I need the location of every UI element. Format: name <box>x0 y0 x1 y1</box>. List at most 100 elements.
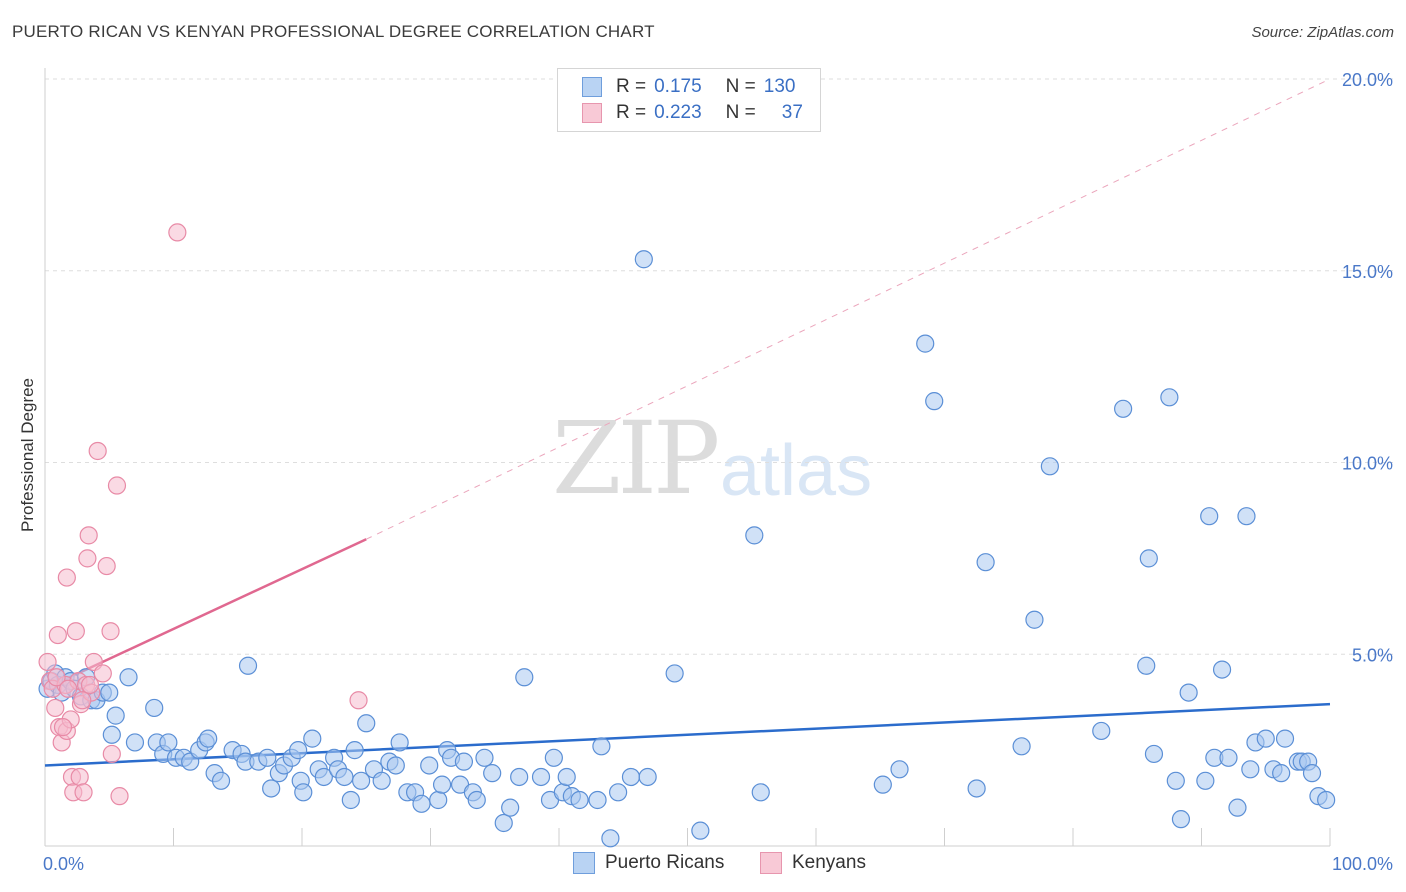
data-point-puerto-ricans <box>621 767 641 787</box>
data-point-puerto-ricans <box>1092 721 1111 741</box>
data-point-puerto-ricans <box>570 790 589 810</box>
data-point-kenyans <box>107 476 127 495</box>
y-tick-label: 10.0% <box>1342 454 1393 474</box>
data-point-puerto-ricans <box>1114 399 1133 418</box>
data-point-puerto-ricans <box>601 829 620 848</box>
data-point-puerto-ricans <box>432 775 452 794</box>
data-point-kenyans <box>102 744 121 764</box>
axes <box>44 68 1331 847</box>
data-point-kenyans <box>78 549 97 568</box>
data-point-puerto-ricans <box>1228 798 1247 817</box>
data-point-puerto-ricans <box>258 748 277 767</box>
data-point-puerto-ricans <box>634 250 653 269</box>
data-point-puerto-ricans <box>454 752 474 771</box>
data-point-kenyans <box>48 625 67 645</box>
data-point-puerto-ricans <box>1256 729 1275 748</box>
data-point-puerto-ricans <box>125 733 145 752</box>
data-point-puerto-ricans <box>106 706 125 725</box>
trend-line-kenyans-extended <box>366 78 1331 540</box>
legend-item-kenyans[interactable]: Kenyans <box>760 852 866 874</box>
data-point-puerto-ricans <box>335 767 354 787</box>
legend-n-label: N = <box>725 102 756 123</box>
legend-swatch-blue <box>582 77 602 97</box>
data-point-puerto-ricans <box>1025 610 1044 629</box>
data-point-puerto-ricans <box>665 664 684 683</box>
data-point-puerto-ricans <box>1179 683 1198 702</box>
data-point-puerto-ricans <box>1241 760 1260 779</box>
data-point-puerto-ricans <box>429 790 448 810</box>
trend-lines <box>44 78 1331 767</box>
data-point-puerto-ricans <box>386 756 405 775</box>
data-point-puerto-ricans <box>1200 507 1219 526</box>
legend-row-kenyans: R = 0.223 N = 37 <box>582 101 803 125</box>
legend-swatch-pink <box>760 852 782 874</box>
data-point-puerto-ricans <box>314 767 333 787</box>
data-point-puerto-ricans <box>345 741 364 760</box>
data-point-puerto-ricans <box>352 771 371 790</box>
legend-r-value: 0.175 <box>654 76 702 97</box>
data-point-puerto-ricans <box>390 733 409 752</box>
data-point-puerto-ricans <box>467 790 486 810</box>
data-point-puerto-ricans <box>531 767 551 787</box>
data-point-kenyans <box>101 622 120 641</box>
data-point-puerto-ricans <box>1237 507 1256 526</box>
data-point-puerto-ricans <box>372 771 391 790</box>
data-point-kenyans <box>73 691 92 710</box>
data-point-puerto-ricans <box>119 668 138 687</box>
y-tick-label: 5.0% <box>1352 645 1393 665</box>
data-point-kenyans <box>79 526 98 545</box>
data-point-puerto-ricans <box>1317 790 1336 810</box>
data-point-puerto-ricans <box>873 775 892 794</box>
data-point-kenyans <box>38 652 57 672</box>
data-point-puerto-ricans <box>211 771 231 790</box>
data-point-kenyans <box>66 622 85 641</box>
grid-lines <box>45 78 1395 655</box>
data-point-puerto-ricans <box>1160 388 1179 407</box>
data-point-kenyans <box>93 664 112 683</box>
legend-label-puerto-ricans: Puerto Ricans <box>605 852 725 873</box>
data-point-puerto-ricans <box>925 392 944 411</box>
data-point-puerto-ricans <box>1012 737 1031 756</box>
data-point-puerto-ricans <box>691 821 710 840</box>
data-point-puerto-ricans <box>967 779 986 798</box>
data-point-puerto-ricans <box>1137 656 1156 675</box>
data-point-kenyans <box>46 698 65 718</box>
data-point-kenyans <box>74 783 93 802</box>
chart-title: PUERTO RICAN VS KENYAN PROFESSIONAL DEGR… <box>12 22 655 41</box>
data-point-kenyans <box>88 441 107 461</box>
data-point-kenyans <box>349 691 368 710</box>
data-point-kenyans <box>80 675 100 695</box>
data-point-puerto-ricans <box>1272 764 1291 783</box>
legend-r-value: 0.223 <box>654 102 702 123</box>
data-point-puerto-ricans <box>1302 764 1322 783</box>
data-point-kenyans <box>57 568 76 587</box>
legend-label-kenyans: Kenyans <box>792 852 866 873</box>
legend-item-puerto-ricans[interactable]: Puerto Ricans <box>573 852 724 874</box>
data-point-puerto-ricans <box>1139 549 1158 568</box>
data-point-puerto-ricans <box>341 790 360 810</box>
data-point-puerto-ricans <box>199 729 218 748</box>
data-point-puerto-ricans <box>357 714 376 733</box>
data-point-kenyans <box>70 767 89 787</box>
data-point-puerto-ricans <box>588 790 607 810</box>
data-point-puerto-ricans <box>916 334 935 353</box>
legend-n-value: 130 <box>763 76 796 97</box>
watermark-atlas: atlas <box>720 431 873 511</box>
data-point-puerto-ricans <box>557 767 576 787</box>
data-point-puerto-ricans <box>262 779 281 798</box>
data-point-kenyans <box>59 679 78 698</box>
data-point-puerto-ricans <box>102 725 121 744</box>
data-point-puerto-ricans <box>1166 771 1185 790</box>
data-point-puerto-ricans <box>145 698 164 718</box>
series-legend: Puerto Ricans Kenyans <box>0 852 1406 878</box>
data-point-puerto-ricans <box>1275 729 1295 748</box>
data-point-kenyans <box>110 787 129 806</box>
data-point-puerto-ricans <box>294 783 313 802</box>
data-point-puerto-ricans <box>303 729 322 748</box>
data-point-kenyans <box>47 668 66 687</box>
data-point-kenyans <box>97 556 116 576</box>
data-point-puerto-ricans <box>1040 457 1059 476</box>
correlation-legend: R = 0.175 N = 130 R = 0.223 N = 37 <box>557 68 821 132</box>
data-point-puerto-ricans <box>475 748 494 767</box>
